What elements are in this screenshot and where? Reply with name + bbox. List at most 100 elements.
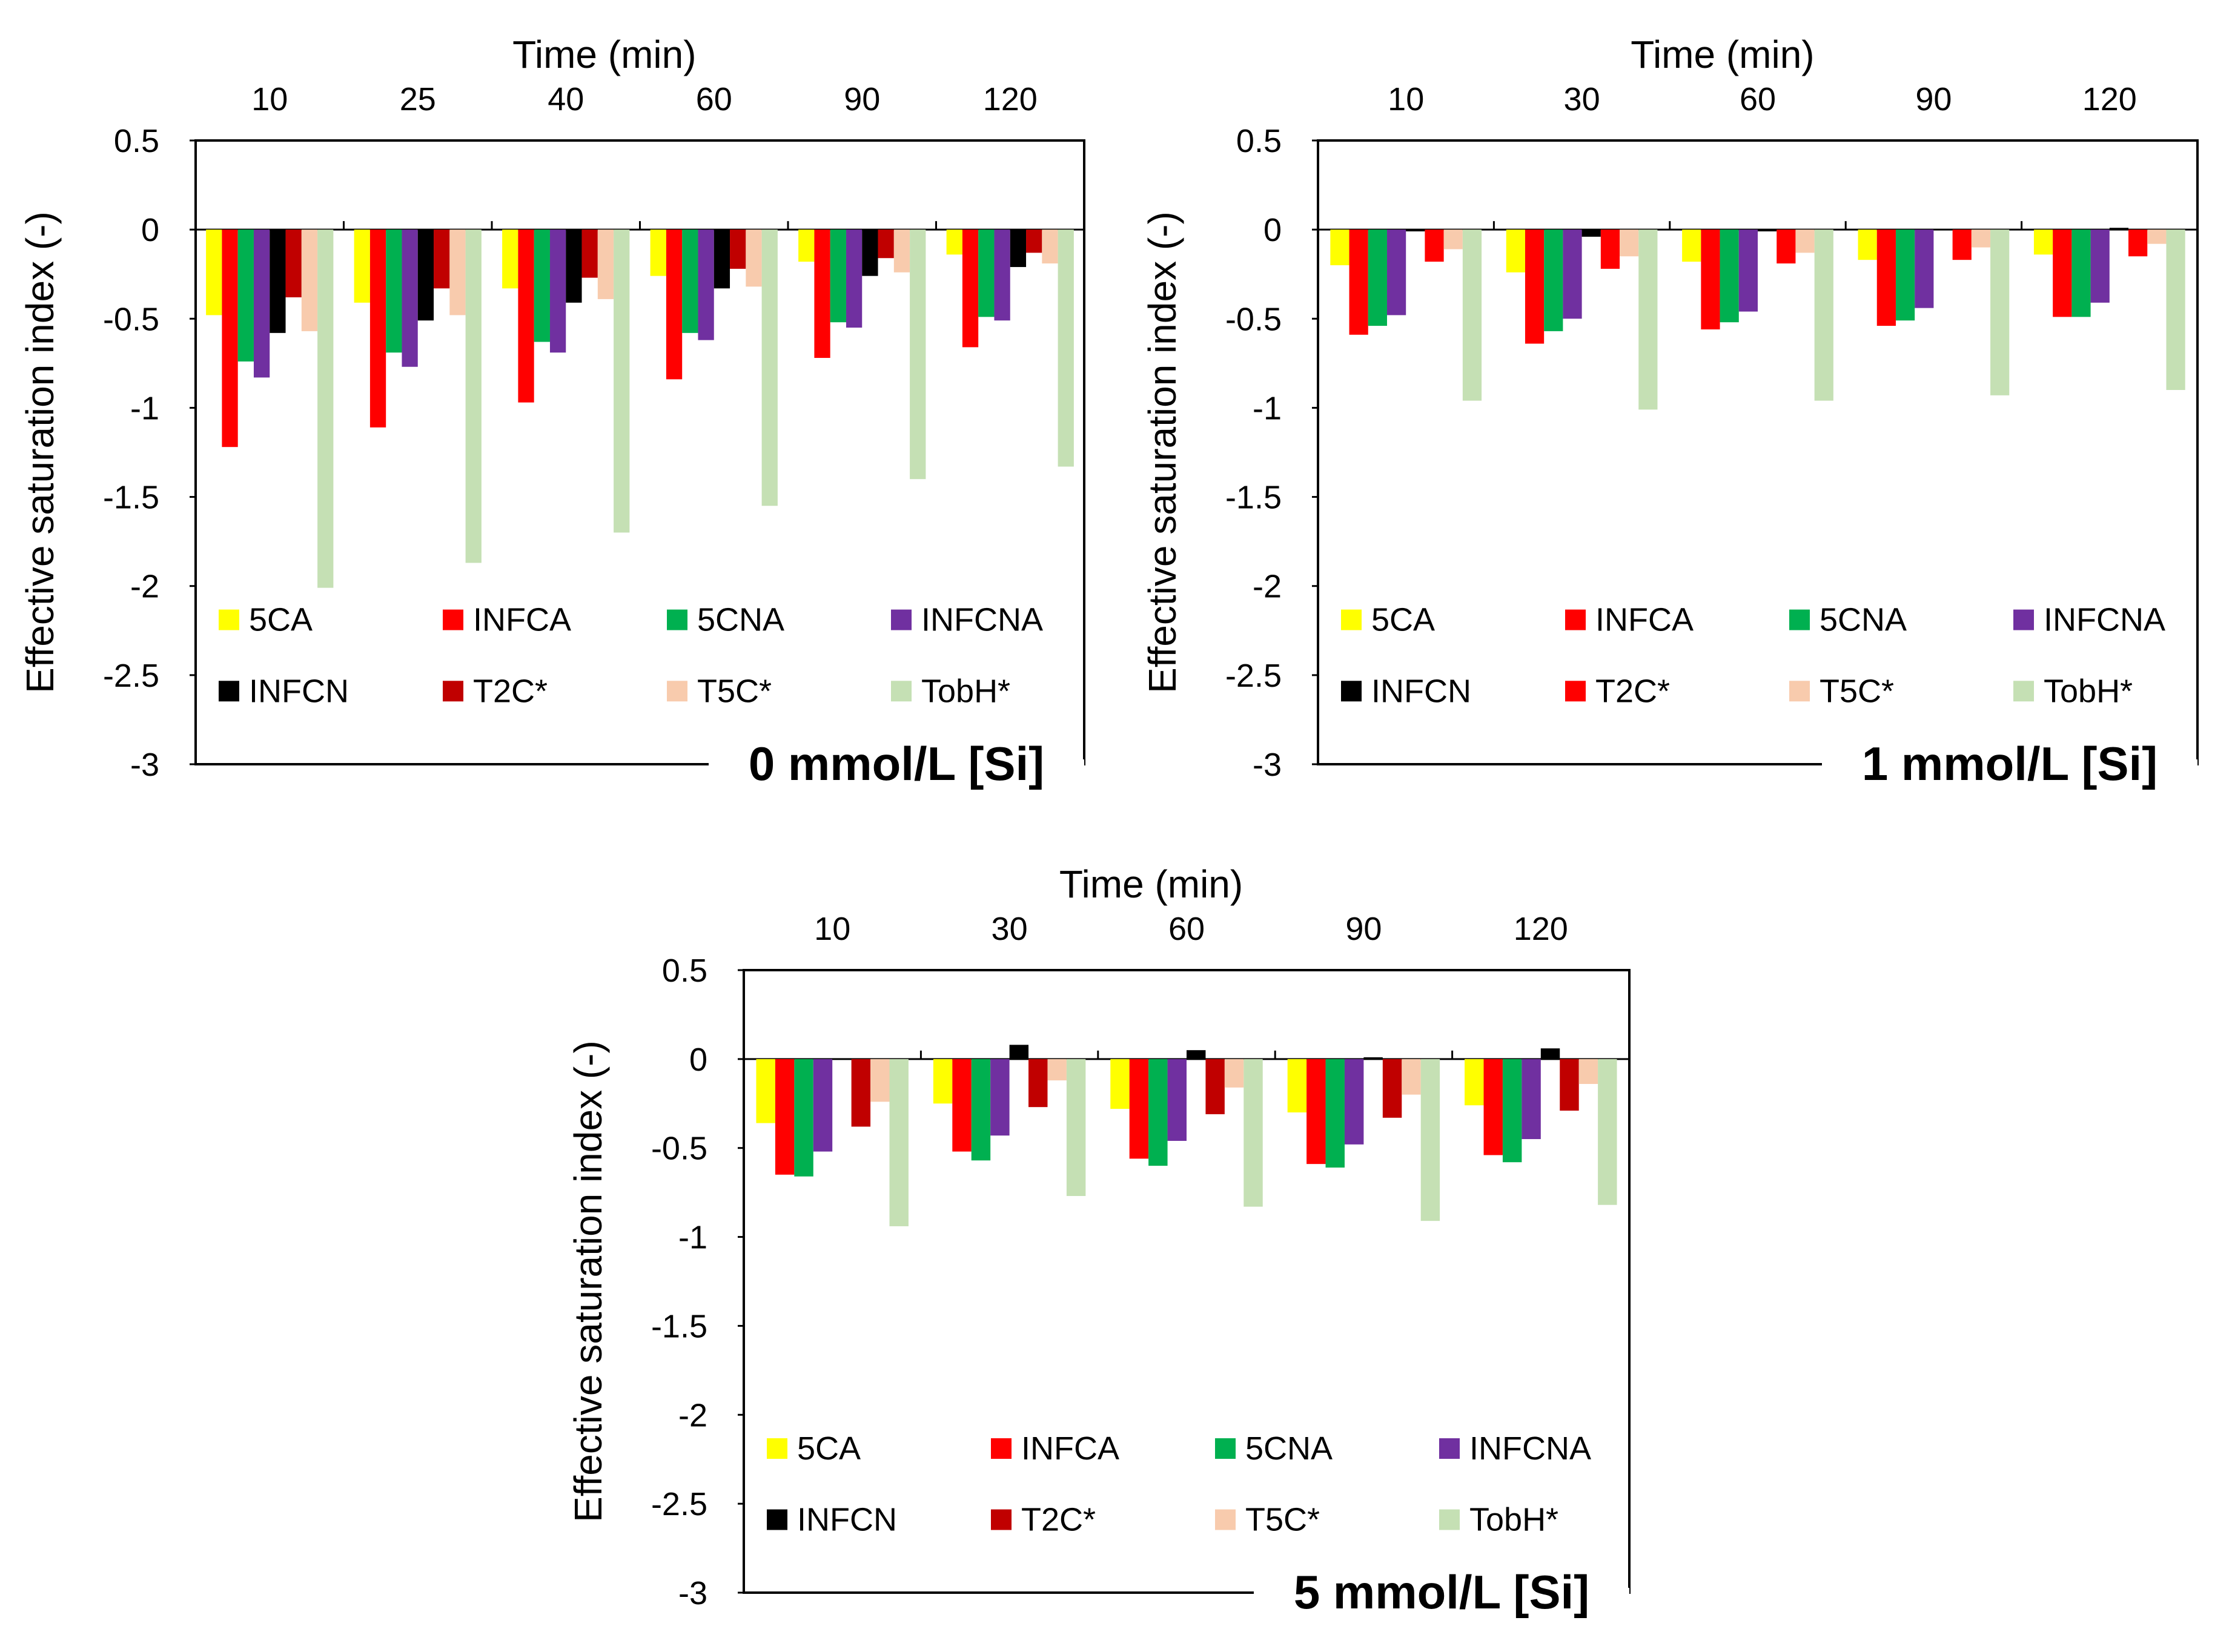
bar-5cna-40 xyxy=(534,230,550,342)
bar-5cna-90 xyxy=(1325,1059,1345,1168)
legend-swatch xyxy=(891,609,912,630)
bar-infca-90 xyxy=(1876,230,1896,326)
y-tick-label: -2.5 xyxy=(103,658,159,694)
bar-5cna-120 xyxy=(978,230,995,317)
bar-infcn-120 xyxy=(2109,228,2129,230)
bar-infca-25 xyxy=(369,230,386,428)
plot-frame xyxy=(743,969,1631,1594)
bar-5cna-25 xyxy=(386,230,402,353)
legend-label: INFCN xyxy=(249,673,349,709)
bar-5cna-10 xyxy=(794,1059,813,1177)
panel-label: 5 mmol/L [Si] xyxy=(1294,1565,1589,1619)
bar-tobh-star-10 xyxy=(1462,230,1482,401)
bar-5ca-25 xyxy=(354,230,370,303)
y-tick-label: -3 xyxy=(130,747,159,783)
bar-tobh-star-10 xyxy=(889,1059,909,1226)
bar-t5c-star-60 xyxy=(746,230,762,287)
chart-panel-0-mmol: Time (min) Effective saturation index (-… xyxy=(18,33,1085,790)
bar-infca-60 xyxy=(1129,1059,1149,1159)
bar-5ca-90 xyxy=(798,230,815,262)
y-tick-label: -3 xyxy=(678,1575,707,1611)
y-tick-label: 0 xyxy=(689,1042,707,1078)
bar-infca-10 xyxy=(1349,230,1368,335)
bar-t2c-star-30 xyxy=(1028,1059,1048,1108)
bar-5ca-60 xyxy=(1682,230,1701,262)
bar-t5c-star-30 xyxy=(1047,1059,1067,1081)
legend-swatch xyxy=(1215,1438,1236,1459)
y-tick-label: -2.5 xyxy=(1225,658,1282,694)
x-category-label: 60 xyxy=(696,81,732,117)
bar-t5c-star-40 xyxy=(597,230,614,299)
y-tick-label: -2.5 xyxy=(651,1486,707,1522)
bar-infca-30 xyxy=(952,1059,972,1152)
legend-swatch xyxy=(2013,609,2034,630)
legend-label: INFCNA xyxy=(921,602,1043,638)
bar-5ca-40 xyxy=(502,230,518,289)
panel-label-background xyxy=(1254,1588,1629,1597)
x-category-label: 30 xyxy=(992,911,1028,947)
bars-layer xyxy=(206,230,1074,588)
bar-t5c-star-120 xyxy=(1578,1059,1598,1084)
bar-5ca-90 xyxy=(1858,230,1877,260)
x-category-label: 10 xyxy=(251,81,288,117)
bar-infca-10 xyxy=(222,230,238,448)
bar-infca-40 xyxy=(518,230,534,403)
legend: 5CA INFCA 5CNA INFCNA INFCN T2C* T5C* TobH* xyxy=(767,1430,1591,1538)
bar-t2c-star-90 xyxy=(878,230,894,259)
panel-label: 1 mmol/L [Si] xyxy=(1862,737,2157,790)
legend-label: T2C* xyxy=(1021,1502,1096,1538)
bar-infcna-120 xyxy=(994,230,1010,321)
y-tick-label: 0.5 xyxy=(662,953,707,989)
plot-frame xyxy=(1317,139,2199,765)
panel-label-background xyxy=(709,759,1084,769)
x-category-label: 25 xyxy=(400,81,436,117)
plot-frame xyxy=(194,139,1085,765)
bar-tobh-star-30 xyxy=(1638,230,1658,410)
legend-label: 5CNA xyxy=(697,602,784,638)
legend-swatch xyxy=(1789,681,1810,702)
bar-tobh-star-25 xyxy=(465,230,482,563)
legend-swatch xyxy=(767,1438,787,1459)
bar-infca-120 xyxy=(1483,1059,1503,1155)
bar-5ca-10 xyxy=(1330,230,1349,265)
legend-swatch xyxy=(667,681,687,702)
legend-label: TobH* xyxy=(2044,673,2133,709)
bar-5ca-60 xyxy=(650,230,666,276)
legend-swatch xyxy=(219,681,239,702)
bar-tobh-star-60 xyxy=(761,230,778,506)
y-tick-label: -1.5 xyxy=(1225,480,1282,516)
axis-layer: 0.5 0 -0.5 -1 -1.5 -2 -2.5 -3 10 30 60 90 120 xyxy=(651,911,1631,1611)
legend-label: 5CA xyxy=(1371,602,1435,638)
bar-infcna-10 xyxy=(1386,230,1406,316)
legend-label: 5CNA xyxy=(1245,1430,1333,1467)
bar-t5c-star-10 xyxy=(301,230,318,331)
bar-infca-30 xyxy=(1525,230,1545,344)
y-tick-label: -0.5 xyxy=(1225,301,1282,337)
bar-infcn-60 xyxy=(1187,1050,1206,1059)
bar-infcn-40 xyxy=(566,230,582,303)
legend: 5CA INFCA 5CNA INFCNA INFCN T2C* T5C* TobH* xyxy=(1341,602,2165,709)
bar-t2c-star-120 xyxy=(1026,230,1042,253)
y-tick-label: -2 xyxy=(1253,569,1282,605)
bar-infcn-120 xyxy=(1540,1048,1560,1059)
legend-swatch xyxy=(2013,681,2034,702)
bar-infcna-90 xyxy=(846,230,863,328)
legend-label: TobH* xyxy=(1469,1502,1558,1538)
bar-infcn-10 xyxy=(270,230,286,333)
x-category-label: 90 xyxy=(1915,81,1952,117)
bar-tobh-star-60 xyxy=(1243,1059,1263,1207)
bar-t5c-star-30 xyxy=(1620,230,1639,257)
bar-5cna-10 xyxy=(1368,230,1387,326)
bar-tobh-star-90 xyxy=(1420,1059,1440,1221)
bar-infca-60 xyxy=(1701,230,1720,329)
bar-infcn-10 xyxy=(832,1059,852,1060)
x-category-label: 90 xyxy=(844,81,880,117)
legend-swatch xyxy=(1565,609,1586,630)
bar-infcn-60 xyxy=(1758,230,1777,232)
legend-label: 5CNA xyxy=(1820,602,1907,638)
bar-t2c-star-90 xyxy=(1952,230,1972,260)
bar-tobh-star-90 xyxy=(1990,230,2010,395)
y-axis-title: Effective saturation index (-) xyxy=(18,211,62,693)
legend-swatch xyxy=(891,681,912,702)
bar-5ca-30 xyxy=(933,1059,953,1104)
